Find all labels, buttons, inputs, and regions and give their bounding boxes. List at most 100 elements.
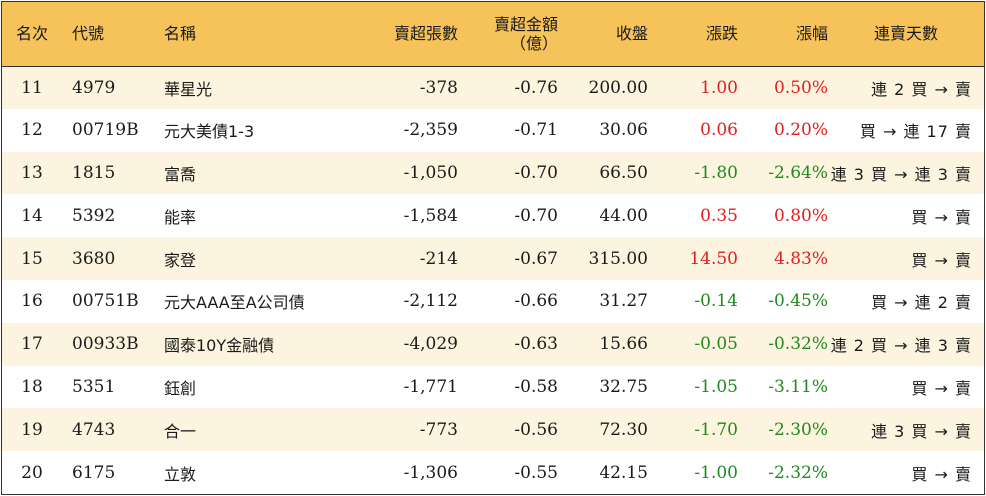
consecutive-days-cell: 連 2 買 → 連 3 賣 [830,336,972,356]
close-price-cell: 72.30 [599,419,648,440]
change-cell: 1.00 [700,77,738,98]
change-pct-cell: 4.83% [773,248,828,269]
code-cell: 00719B [72,120,139,141]
net-sell-amount-cell: -0.55 [514,462,558,483]
close-price-cell: 315.00 [588,248,648,269]
rank-cell: 20 [21,462,43,483]
header-net-sell-amount-line1: 賣超金額 [493,14,558,34]
code-cell: 6175 [72,462,116,483]
header-net-sell-amount-line2: （億） [509,33,558,53]
net-sell-volume-cell: -1,306 [403,462,458,483]
rank-cell: 14 [21,205,43,226]
table-row: 17 00933B 國泰10Y金融債 -4,029 -0.63 15.66 -0.05 -0.… [2,322,984,366]
change-cell: -1.00 [694,462,738,483]
consecutive-days-cell: 買 → 賣 [911,464,972,484]
rank-cell: 17 [21,334,43,355]
change-cell: -1.80 [694,162,738,183]
header-net-sell-amount: 賣超金額 （億） [458,2,558,67]
name-cell: 國泰10Y金融債 [164,336,275,356]
net-sell-volume-cell: -378 [419,77,458,98]
close-price-cell: 30.06 [599,120,648,141]
change-cell: 0.35 [700,205,738,226]
consecutive-days-cell: 買 → 賣 [911,378,972,398]
header-net-sell-volume: 賣超張數 [354,2,458,67]
close-price-cell: 15.66 [599,334,648,355]
net-sell-volume-cell: -1,584 [403,205,458,226]
code-cell: 00933B [72,334,139,355]
net-sell-amount-cell: -0.58 [514,376,558,397]
net-sell-volume-cell: -773 [419,419,458,440]
header-consecutive-days: 連賣天數 [828,2,984,67]
close-price-cell: 44.00 [599,205,648,226]
code-cell: 5351 [72,376,116,397]
net-sell-amount-cell: -0.76 [514,77,558,98]
header-close: 收盤 [558,2,648,67]
table-row: 19 4743 合一 -773 -0.56 72.30 -1.70 -2.30% 連 3 買 →… [2,408,984,452]
close-price-cell: 66.50 [599,162,648,183]
consecutive-days-cell: 買 → 賣 [911,250,972,270]
name-cell: 鈺創 [164,378,197,398]
change-pct-cell: 0.80% [773,205,828,226]
net-sell-volume-cell: -2,359 [403,120,458,141]
net-sell-volume-cell: -1,771 [403,376,458,397]
close-price-cell: 42.15 [599,462,648,483]
table-row: 14 5392 能率 -1,584 -0.70 44.00 0.35 0.80% 買 → 賣 [2,194,984,238]
change-cell: -0.14 [694,291,738,312]
table-header: 名次 代號 名稱 賣超張數 賣超金額 （億） 收盤 漲跌 漲幅 連賣天數 [2,2,984,67]
change-cell: -0.05 [694,334,738,355]
header-rank: 名次 [2,2,62,67]
code-cell: 4979 [72,77,116,98]
code-cell: 5392 [72,205,116,226]
close-price-cell: 32.75 [599,376,648,397]
change-pct-cell: 0.50% [773,77,828,98]
header-row: 名次 代號 名稱 賣超張數 賣超金額 （億） 收盤 漲跌 漲幅 連賣天數 [2,2,984,67]
net-sell-amount-cell: -0.70 [514,205,558,226]
table-row: 15 3680 家登 -214 -0.67 315.00 14.50 4.83% 買 → 賣 [2,237,984,280]
header-change-pct: 漲幅 [738,2,828,67]
name-cell: 立敦 [164,464,197,484]
code-cell: 3680 [72,248,116,269]
change-cell: 14.50 [689,248,738,269]
net-sell-volume-cell: -4,029 [403,334,458,355]
name-cell: 合一 [164,421,197,441]
close-price-cell: 31.27 [599,291,648,312]
change-pct-cell: -3.11% [768,376,828,397]
consecutive-days-cell: 連 3 買 → 賣 [871,421,972,441]
net-sell-amount-cell: -0.67 [514,248,558,269]
change-cell: 0.06 [700,120,738,141]
net-sell-amount-cell: -0.56 [514,419,558,440]
table-row: 16 00751B 元大AAA至A公司債 -2,112 -0.66 31.27 -0.14 -… [2,279,984,323]
table-row: 18 5351 鈺創 -1,771 -0.58 32.75 -1.05 -3.11% 買 → 賣 [2,365,984,409]
net-sell-amount-cell: -0.63 [514,334,558,355]
rank-cell: 11 [21,77,43,98]
net-sell-volume-cell: -214 [419,248,458,269]
header-name: 名稱 [156,2,354,67]
consecutive-days-cell: 連 3 買 → 連 3 賣 [830,164,972,184]
consecutive-days-cell: 買 → 連 17 賣 [859,122,972,142]
consecutive-days-cell: 連 2 買 → 賣 [871,79,972,99]
name-cell: 富喬 [164,164,197,184]
change-pct-cell: 0.20% [773,120,828,141]
change-pct-cell: -2.64% [768,162,828,183]
consecutive-days-cell: 買 → 賣 [911,207,972,227]
table-body: 11 4979 華星光 -378 -0.76 200.00 1.00 0.50% 連 2 買 →… [2,66,984,494]
code-cell: 00751B [72,291,139,312]
name-cell: 能率 [164,207,197,227]
close-price-cell: 200.00 [588,77,648,98]
net-sell-volume-cell: -2,112 [403,291,458,312]
net-sell-amount-cell: -0.66 [514,291,558,312]
consecutive-days-cell: 買 → 連 2 賣 [871,293,972,313]
rank-cell: 18 [21,376,43,397]
change-pct-cell: -0.45% [768,291,828,312]
name-cell: 元大AAA至A公司債 [164,293,305,313]
name-cell: 華星光 [164,79,213,99]
code-cell: 4743 [72,419,116,440]
change-cell: -1.70 [694,419,738,440]
header-change: 漲跌 [648,2,738,67]
table-row: 12 00719B 元大美債1-3 -2,359 -0.71 30.06 0.06 0.20%… [2,108,984,152]
table-row: 20 6175 立敦 -1,306 -0.55 42.15 -1.00 -2.32% 買 → 賣 [2,451,984,494]
rank-cell: 15 [21,248,43,269]
change-pct-cell: -2.30% [768,419,828,440]
